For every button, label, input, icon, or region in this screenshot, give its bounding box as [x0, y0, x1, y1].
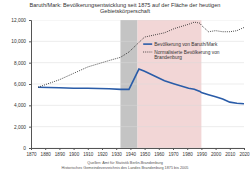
x-tick-mark	[130, 148, 131, 150]
x-tick-mark	[145, 148, 146, 150]
grid-line	[31, 62, 244, 63]
y-tick-label: 12,000	[11, 18, 26, 23]
y-tick: 4,000	[14, 103, 31, 108]
x-tick-mark	[31, 148, 32, 150]
x-tick-label: 1940	[126, 152, 137, 157]
x-tick: 1980	[183, 148, 194, 157]
x-tick: 1900	[69, 148, 80, 157]
y-tick: 12,000	[11, 18, 31, 23]
grid-line	[31, 105, 244, 106]
x-tick: 1960	[154, 148, 165, 157]
y-tick-mark	[29, 84, 31, 85]
chart: Baruth/Mark: Bevölkerungsentwicklung sei…	[0, 0, 250, 177]
x-tick-label: 1970	[168, 152, 179, 157]
x-tick-mark	[244, 148, 245, 150]
x-tick-label: 1930	[112, 152, 123, 157]
legend: Bevölkerung von Baruth/Mark Normalisierte…	[143, 42, 220, 60]
y-axis: 0 2,000 4,000 6,000 8,000 10,000 12,000	[11, 18, 31, 151]
y-tick-label: 10,000	[11, 39, 26, 44]
grid-line	[31, 126, 244, 127]
y-tick-label: 6,000	[14, 82, 26, 87]
y-tick-mark	[29, 127, 31, 128]
x-tick-label: 1980	[183, 152, 194, 157]
grid-line	[31, 148, 244, 149]
source-note: Historisches Gemeindeverzeichnis des Lan…	[62, 166, 189, 170]
x-tick-label: 2010	[225, 152, 236, 157]
y-tick: 10,000	[11, 39, 31, 44]
y-tick: 2,000	[14, 125, 31, 130]
x-tick-label: 1990	[197, 152, 208, 157]
grid-line	[31, 84, 244, 85]
y-tick-label: 8,000	[14, 61, 26, 66]
x-tick-mark	[159, 148, 160, 150]
x-tick: 1920	[97, 148, 108, 157]
x-tick: 1870	[26, 148, 37, 157]
legend-swatch	[143, 52, 152, 53]
x-tick-label: 1880	[41, 152, 52, 157]
series-line	[38, 22, 244, 87]
source-note: Quellen: Amt für Statistik Berlin-Brande…	[87, 161, 163, 165]
x-tick: 1930	[112, 148, 123, 157]
x-tick: 2010	[225, 148, 236, 157]
x-tick-mark	[102, 148, 103, 150]
x-tick-label: 1950	[140, 152, 151, 157]
x-tick: 2020	[239, 148, 250, 157]
y-tick-mark	[29, 63, 31, 64]
x-tick-mark	[230, 148, 231, 150]
y-tick: 8,000	[14, 61, 31, 66]
x-tick-mark	[187, 148, 188, 150]
legend-item: Bevölkerung von Baruth/Mark	[143, 42, 218, 47]
x-tick-label: 1890	[55, 152, 66, 157]
x-axis-line	[32, 149, 245, 151]
y-tick-label: 4,000	[14, 103, 26, 108]
x-tick-label: 1960	[154, 152, 165, 157]
legend-label: Bevölkerung von Baruth/Mark	[154, 42, 218, 47]
x-tick-mark	[216, 148, 217, 150]
y-tick-label: 0	[23, 146, 26, 151]
legend-swatch	[143, 43, 152, 45]
plot-area	[31, 20, 244, 148]
x-tick: 1910	[83, 148, 94, 157]
x-tick: 1940	[126, 148, 137, 157]
x-tick-label: 1920	[97, 152, 108, 157]
x-axis: 1870 18801890190019101920 1930194019501960…	[26, 148, 250, 157]
legend-label: Normalisierte Bevölkerung vonBrandenburg	[154, 50, 220, 60]
x-tick-mark	[59, 148, 60, 150]
x-tick: 1990	[197, 148, 208, 157]
x-tick-mark	[74, 148, 75, 150]
y-tick-label: 2,000	[14, 125, 26, 130]
x-tick: 1950	[140, 148, 151, 157]
y-tick: 0	[23, 146, 31, 151]
x-tick-mark	[45, 148, 46, 150]
y-axis-line	[29, 21, 32, 149]
x-tick-mark	[201, 148, 202, 150]
y-tick-mark	[29, 20, 31, 21]
series-line	[38, 69, 244, 104]
title: Baruth/Mark: Bevölkerungsentwicklung sei…	[30, 2, 221, 14]
x-tick: 1880	[41, 148, 52, 157]
x-tick-label: 1870	[26, 152, 37, 157]
x-tick-mark	[116, 148, 117, 150]
y-tick-mark	[29, 41, 31, 42]
legend-item: Normalisierte Bevölkerung vonBrandenburg	[143, 50, 220, 60]
x-tick: 1890	[55, 148, 66, 157]
x-tick-mark	[88, 148, 89, 150]
x-tick-label: 1900	[69, 152, 80, 157]
y-tick-mark	[29, 105, 31, 106]
y-tick: 6,000	[14, 82, 31, 87]
x-tick-label: 2020	[239, 152, 250, 157]
x-tick-label: 1910	[83, 152, 94, 157]
x-tick-mark	[173, 148, 174, 150]
y-tick-mark	[29, 148, 31, 149]
grid-line	[31, 20, 244, 21]
x-tick: 1970	[168, 148, 179, 157]
x-tick: 2000	[211, 148, 222, 157]
x-tick-label: 2000	[211, 152, 222, 157]
